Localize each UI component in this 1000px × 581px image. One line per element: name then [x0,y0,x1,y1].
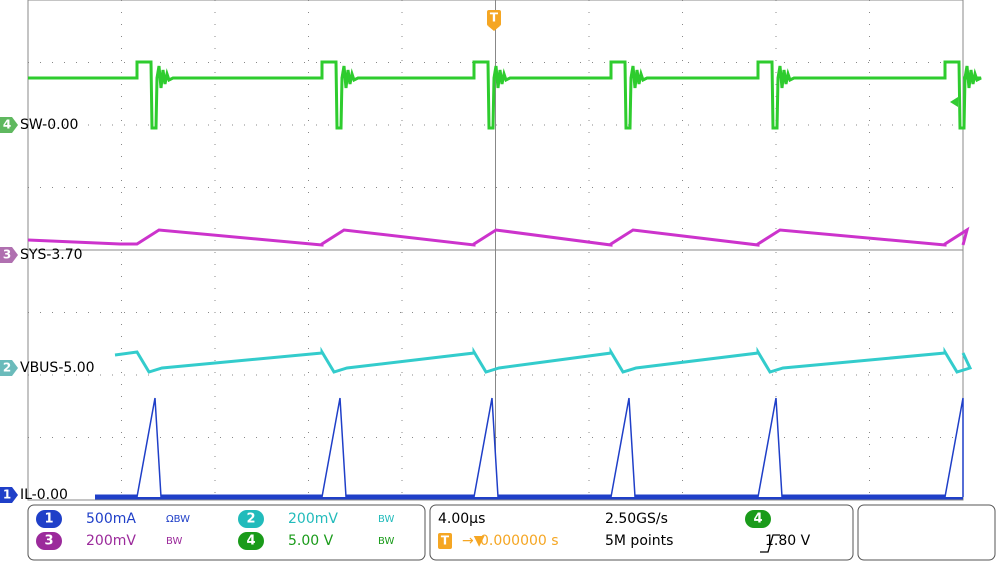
graticule [28,0,963,500]
il-pulse [321,397,347,498]
channel-badge [238,532,264,550]
channel-label: IL-0.00 [20,487,68,503]
channel-badge-number: 4 [246,534,255,549]
channel-number: 1 [3,488,11,502]
channel-scale: 200mV [288,511,338,527]
extra-panel [857,504,996,561]
sw-trace [28,60,982,130]
channel-tag [0,487,18,503]
trigger-source-badge [745,510,771,528]
channel-scale: 500mA [86,511,136,527]
channel-flags: BW [378,536,395,547]
trigger-level-marker [950,97,958,107]
sample-rate: 2.50GS/s [605,511,668,527]
vertical-panel [27,504,426,561]
trigger-level: 1.80 V [765,533,811,549]
channel-flags: BW [378,514,395,525]
il-pulse [757,397,783,498]
status-panel: 1 500mA ΩBW 2 200mV BW 3 200mV BW 4 5.00 V BW 4.00µs… [36,510,811,550]
channel-scale: 200mV [86,533,136,549]
channel-label: VBUS-5.00 [20,360,95,376]
vbus-trace [114,346,973,374]
trigger-marker: T [487,10,501,31]
channel-number: 3 [3,248,11,262]
channel-tag [0,247,18,263]
trigger-arrow [488,26,500,31]
il-pulse [610,397,636,498]
trigger-marker-label: T [490,11,499,25]
channel-flags: ΩBW [166,514,190,525]
channel-scale: 5.00 V [288,533,334,549]
il-pulse [944,397,964,498]
channel-number: 2 [3,361,11,375]
channel-badge-number: 1 [44,512,53,527]
channel-tag [0,360,18,376]
waveforms [27,60,982,500]
il-pulse [136,397,162,498]
channel-badge [36,532,62,550]
channel-badge-number: 2 [246,512,255,527]
sys-trace [27,226,970,247]
channel-badge [238,510,264,528]
trigger-position: 0.000000 s [480,533,559,549]
channel-label: SW-0.00 [20,117,78,133]
channel-flags: BW [166,536,183,547]
channel-badge [36,510,62,528]
channel-number: 4 [3,118,11,132]
time-per-div: 4.00µs [438,511,485,527]
il-pulse [473,397,499,498]
record-length: 5M points [605,533,673,549]
channel-tags: 4 SW-0.00 3 SYS-3.70 2 VBUS-5.00 1 IL-0.00 [0,117,95,503]
trigger-icon-badge [438,533,452,549]
trigger-source: 4 [753,512,762,527]
trigger-slope-icon [760,534,780,553]
channel-label: SYS-3.70 [20,247,83,263]
channel-tag [0,117,18,133]
trigger-icon: T [441,534,450,548]
trigger-badge [487,10,501,26]
trigger-arrow-icon: →▼ [462,533,485,549]
channel-badge-number: 3 [44,534,53,549]
